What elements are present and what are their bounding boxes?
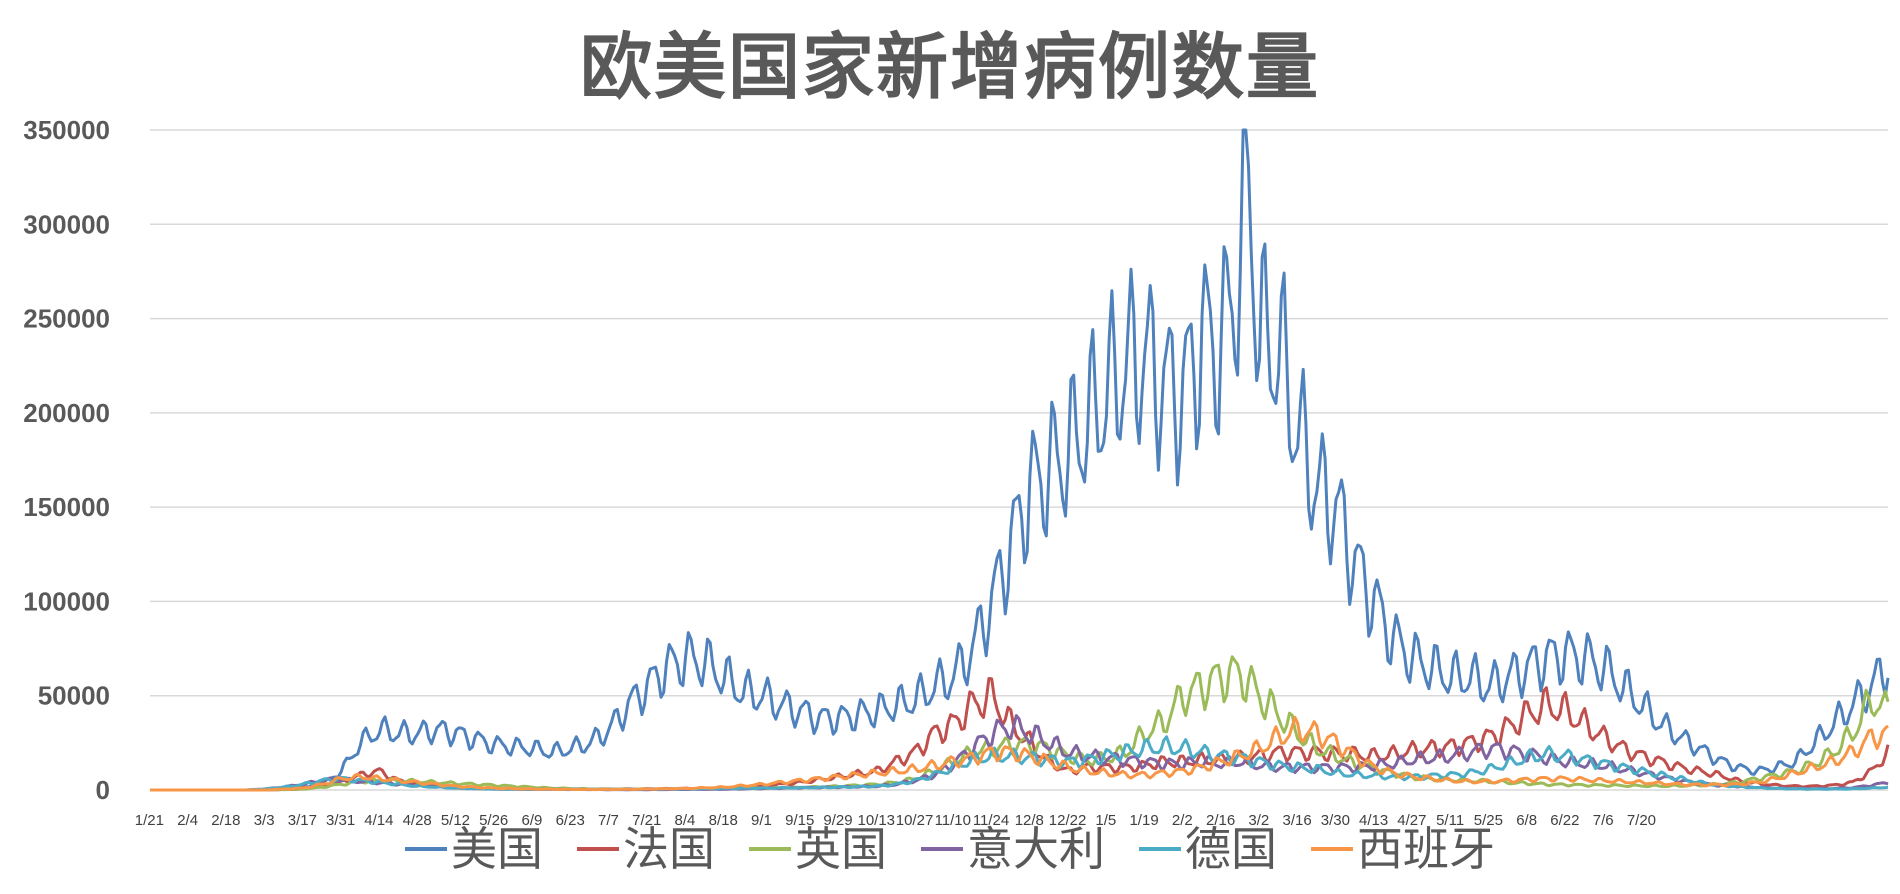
y-tick-label: 200000 bbox=[23, 398, 110, 428]
x-tick-label: 3/17 bbox=[288, 812, 317, 829]
x-tick-label: 4/28 bbox=[403, 812, 432, 829]
legend-label: 德国 bbox=[1185, 822, 1277, 876]
legend: 美国 法国 英国 意大利 德国 西班牙 bbox=[0, 826, 1900, 872]
x-tick-label: 4/13 bbox=[1359, 812, 1388, 829]
series-line-5 bbox=[150, 715, 1889, 792]
x-tick-label: 4/27 bbox=[1397, 812, 1426, 829]
legend-swatch bbox=[405, 847, 447, 851]
x-tick-label: 1/5 bbox=[1095, 812, 1116, 829]
x-tick-label: 3/30 bbox=[1321, 812, 1350, 829]
x-tick-label: 5/11 bbox=[1436, 812, 1464, 829]
x-tick-label: 6/23 bbox=[556, 812, 585, 829]
x-tick-label: 11/10 bbox=[935, 812, 971, 829]
x-tick-label: 10/13 bbox=[857, 812, 895, 829]
y-tick-label: 350000 bbox=[23, 115, 110, 145]
x-tick-label: 3/16 bbox=[1283, 812, 1312, 829]
x-tick-label: 7/21 bbox=[632, 812, 661, 829]
legend-label: 法国 bbox=[623, 822, 715, 876]
chart-title: 欧美国家新增病例数量 bbox=[579, 24, 1320, 109]
x-tick-label: 9/1 bbox=[751, 812, 772, 829]
x-tick-label: 3/2 bbox=[1248, 812, 1269, 829]
legend-label: 英国 bbox=[795, 822, 887, 876]
x-tick-label: 12/22 bbox=[1049, 812, 1087, 829]
x-tick-label: 3/3 bbox=[254, 812, 275, 829]
x-tick-label: 2/2 bbox=[1172, 812, 1193, 829]
x-tick-label: 5/25 bbox=[1474, 812, 1503, 829]
legend-item: 英国 bbox=[749, 826, 887, 872]
x-tick-label: 8/18 bbox=[709, 812, 738, 829]
x-axis-ticks: 1/21 2/4 2/18 3/3 3/17 3/31 4/14 4/28 5/12 5/26 6/… bbox=[135, 812, 1656, 829]
legend-swatch bbox=[921, 847, 963, 851]
legend-item: 意大利 bbox=[921, 826, 1105, 872]
x-tick-label: 1/21 bbox=[135, 812, 164, 829]
y-tick-label: 0 bbox=[96, 775, 110, 805]
series-lines bbox=[150, 128, 1890, 792]
legend-label: 西班牙 bbox=[1357, 822, 1495, 876]
y-tick-label: 50000 bbox=[38, 681, 110, 711]
legend-swatch bbox=[1311, 847, 1353, 851]
x-tick-label: 7/20 bbox=[1627, 812, 1656, 829]
y-tick-label: 250000 bbox=[23, 304, 110, 334]
x-tick-label: 1/19 bbox=[1129, 812, 1158, 829]
legend-swatch bbox=[749, 847, 791, 851]
x-tick-label: 2/4 bbox=[177, 812, 198, 829]
x-tick-label: 6/8 bbox=[1516, 812, 1537, 829]
y-tick-label: 100000 bbox=[23, 586, 110, 616]
x-tick-label: 6/9 bbox=[522, 812, 543, 829]
legend-item: 西班牙 bbox=[1311, 826, 1495, 872]
x-tick-label: 2/18 bbox=[211, 812, 240, 829]
y-tick-label: 150000 bbox=[23, 492, 110, 522]
x-tick-label: 4/14 bbox=[364, 812, 393, 829]
legend-swatch bbox=[577, 847, 619, 851]
x-tick-label: 9/29 bbox=[823, 812, 852, 829]
x-tick-label: 10/27 bbox=[896, 812, 934, 829]
x-tick-label: 6/22 bbox=[1550, 812, 1579, 829]
x-tick-label: 7/6 bbox=[1593, 812, 1614, 829]
gridlines bbox=[150, 129, 1888, 791]
x-tick-label: 7/7 bbox=[598, 812, 619, 829]
x-tick-label: 8/4 bbox=[675, 812, 696, 829]
series-line-0 bbox=[150, 128, 1890, 792]
legend-item: 美国 bbox=[405, 826, 543, 872]
x-tick-label: 5/12 bbox=[441, 812, 470, 829]
x-tick-label: 12/8 bbox=[1015, 812, 1044, 829]
legend-swatch bbox=[1139, 847, 1181, 851]
legend-label: 美国 bbox=[451, 822, 543, 876]
x-tick-label: 5/26 bbox=[479, 812, 508, 829]
legend-label: 意大利 bbox=[967, 822, 1105, 876]
x-tick-label: 2/16 bbox=[1206, 812, 1235, 829]
x-tick-label: 11/24 bbox=[973, 812, 1009, 829]
x-tick-label: 3/31 bbox=[326, 812, 355, 829]
y-tick-label: 300000 bbox=[23, 209, 110, 239]
legend-item: 德国 bbox=[1139, 826, 1277, 872]
legend-item: 法国 bbox=[577, 826, 715, 872]
x-tick-label: 9/15 bbox=[785, 812, 814, 829]
y-axis-ticks: 0 50000 100000 150000 200000 250000 300000 3500… bbox=[23, 115, 110, 805]
